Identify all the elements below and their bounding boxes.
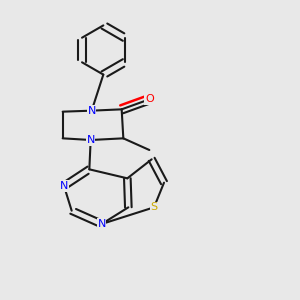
Text: S: S: [150, 202, 158, 212]
Text: N: N: [98, 219, 106, 229]
Text: O: O: [145, 94, 154, 104]
Text: N: N: [86, 135, 95, 145]
Text: N: N: [60, 181, 68, 191]
Text: N: N: [88, 106, 96, 116]
